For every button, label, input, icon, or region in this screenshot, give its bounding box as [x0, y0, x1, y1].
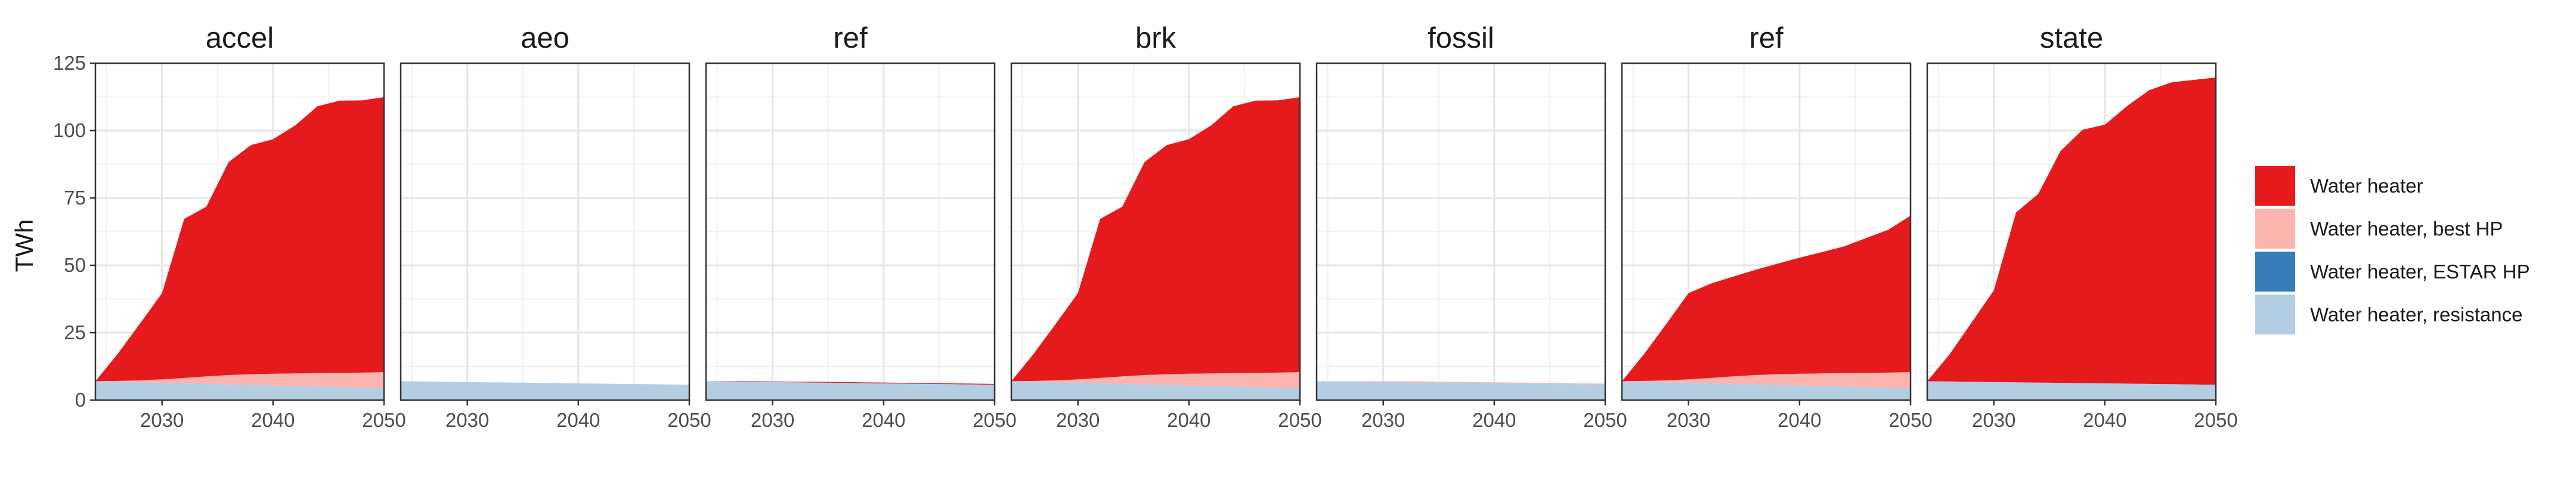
facet-panel-6: ref 2030 2040 2050: [1621, 22, 1933, 431]
x-tick-label: 2030: [751, 409, 794, 431]
y-axis-title: TWh: [10, 219, 38, 272]
x-tick-label: 2050: [362, 409, 405, 431]
x-tick-label: 2040: [251, 409, 295, 431]
y-tick-label: 25: [64, 321, 86, 343]
x-tick-label: 2040: [2083, 409, 2126, 431]
panel-border: [1010, 62, 1301, 401]
x-tick-label: 2030: [140, 409, 184, 431]
area-resistance: [706, 381, 995, 400]
panel-border: [1315, 62, 1606, 401]
area-besthp: [1317, 381, 1605, 385]
legend: Water heater Water heater, best HP Water h…: [2255, 166, 2530, 334]
legend-label-besthp: Water heater, best HP: [2310, 218, 2503, 240]
x-tick-label: 2040: [1167, 409, 1210, 431]
facet-panel-4: brk 2030 2040 2050: [1010, 22, 1322, 431]
facet-title: brk: [1135, 22, 1176, 54]
y-tick-label: 50: [64, 254, 86, 276]
facet-title: aeo: [521, 22, 569, 54]
facet-panel-3: ref 2030 2040 2050: [705, 22, 1017, 431]
area-wh: [95, 97, 384, 382]
panel-border: [1621, 62, 1912, 401]
panel-border: [705, 62, 996, 401]
x-tick-label: 2030: [1972, 409, 2015, 431]
legend-swatch-resistance: [2255, 295, 2295, 334]
area-wh: [1011, 97, 1300, 382]
x-tick-label: 2040: [862, 409, 905, 431]
area-resistance: [1317, 381, 1605, 400]
facet-title: state: [2040, 22, 2103, 54]
legend-label-estar: Water heater, ESTAR HP: [2310, 261, 2530, 283]
area-resistance: [1927, 381, 2216, 400]
area-besthp: [1011, 372, 1300, 389]
x-tick-label: 2050: [1583, 409, 1627, 431]
facet-title: accel: [206, 22, 274, 54]
x-tick-label: 2050: [2194, 409, 2237, 431]
area-resistance: [1622, 381, 1911, 400]
legend-label-resistance: Water heater, resistance: [2310, 303, 2522, 326]
area-wh: [706, 381, 995, 385]
y-tick-label: 125: [53, 52, 86, 74]
x-tick-label: 2050: [973, 409, 1016, 431]
area-wh: [1622, 215, 1911, 382]
facet-panel-5: fossil 2030 2040 2050: [1315, 22, 1627, 431]
legend-swatch-besthp: [2255, 209, 2295, 249]
facet-panel-2: aeo 2030 2040 2050: [400, 22, 711, 431]
y-tick-label: 0: [75, 389, 86, 411]
x-tick-label: 2040: [556, 409, 600, 431]
area-resistance: [1011, 381, 1300, 400]
facet-panels: accel 2030 2040 2050 0 25 50 75 100 125 aeo 2030 204…: [53, 22, 2238, 431]
y-tick-label: 75: [64, 187, 86, 209]
area-resistance: [401, 381, 689, 400]
facet-title: ref: [1749, 22, 1784, 54]
facet-title: ref: [833, 22, 868, 54]
panel-border: [94, 62, 385, 401]
x-tick-label: 2030: [1667, 409, 1710, 431]
area-wh: [1927, 78, 2216, 385]
x-tick-label: 2040: [1778, 409, 1821, 431]
area-besthp: [95, 372, 384, 389]
x-tick-label: 2030: [445, 409, 489, 431]
x-tick-label: 2050: [667, 409, 711, 431]
x-tick-label: 2050: [1278, 409, 1321, 431]
x-tick-label: 2030: [1056, 409, 1100, 431]
legend-swatch-estar: [2255, 252, 2295, 292]
area-besthp: [1622, 372, 1911, 389]
facet-panel-1: accel 2030 2040 2050 0 25 50 75 100 125: [53, 22, 406, 431]
y-tick-label: 100: [53, 119, 86, 141]
facet-panel-7: state 2030 2040 2050: [1926, 22, 2238, 431]
area-resistance: [95, 381, 384, 400]
panel-border: [1926, 62, 2217, 401]
facet-title: fossil: [1428, 22, 1494, 54]
legend-label-wh: Water heater: [2310, 175, 2423, 197]
x-tick-label: 2050: [1888, 409, 1932, 431]
x-tick-label: 2030: [1361, 409, 1405, 431]
legend-swatch-wh: [2255, 166, 2295, 206]
x-tick-label: 2040: [1472, 409, 1516, 431]
panel-border: [400, 62, 691, 401]
